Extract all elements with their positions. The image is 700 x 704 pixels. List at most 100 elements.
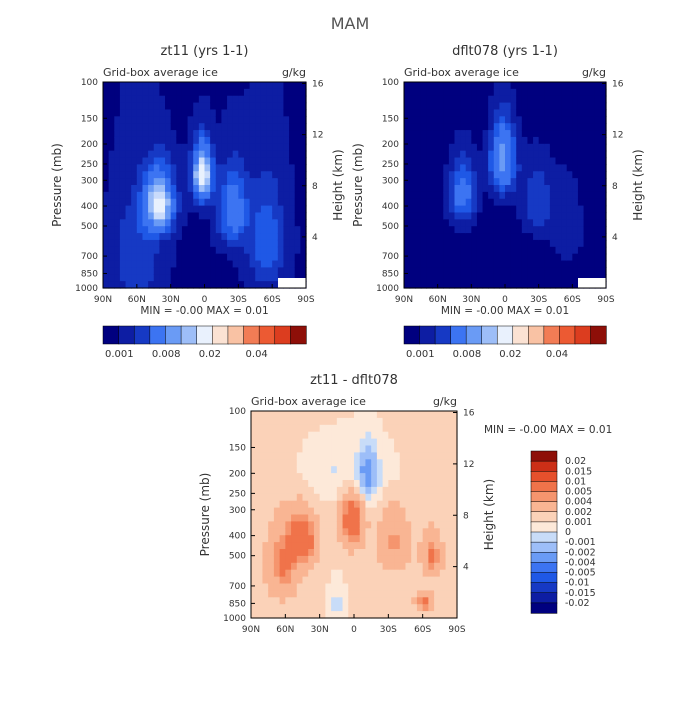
heatmap-cell [302, 486, 309, 495]
heatmap-cell [277, 212, 285, 220]
heatmap-cell [544, 253, 551, 262]
heatmap-cell [291, 445, 298, 453]
heatmap-cell [420, 253, 428, 262]
heatmap-cell [365, 576, 372, 585]
heatmap-cell [533, 136, 540, 145]
heatmap-cell [445, 604, 452, 612]
heatmap-cell [443, 274, 450, 282]
heatmap-cell [544, 267, 551, 275]
heatmap-cell [210, 219, 217, 227]
heatmap-cell [187, 102, 194, 111]
heatmap-cell [499, 109, 506, 117]
heatmap-cell [232, 178, 239, 186]
heatmap-cell [159, 82, 166, 90]
heatmap-cell [279, 411, 286, 419]
heatmap-cell [193, 82, 200, 90]
heatmap-cell [538, 253, 545, 262]
heatmap-cell [187, 185, 194, 193]
heatmap-cell [516, 143, 523, 152]
heatmap-cell [460, 239, 467, 248]
heatmap-cell [103, 219, 110, 227]
heatmap-cell [268, 583, 275, 591]
heatmap-cell [365, 604, 372, 612]
heatmap-cell [445, 535, 452, 543]
heatmap-cell [319, 500, 326, 509]
heatmap-cell [409, 226, 416, 234]
heatmap-cell [221, 136, 228, 145]
heatmap-cell [331, 459, 338, 467]
heatmap-cell [294, 178, 301, 186]
heatmap-cell [114, 226, 121, 234]
heatmap-cell [516, 95, 523, 104]
y-tick-label: 400 [81, 202, 98, 212]
heatmap-cell [544, 239, 551, 248]
heatmap-cell [302, 431, 309, 440]
x-tick-label: 30N [311, 625, 329, 635]
heatmap-cell [354, 424, 361, 433]
heatmap-cell [411, 569, 418, 578]
heatmap-cell [291, 486, 298, 495]
heatmap-cell [136, 198, 144, 207]
heatmap-cell [561, 123, 568, 131]
heatmap-cell [136, 253, 144, 262]
heatmap-cell [376, 493, 384, 502]
heatmap-cell [279, 480, 286, 488]
heatmap-cell [405, 500, 412, 509]
heatmap-cell [348, 417, 355, 426]
heatmap-cell [371, 542, 378, 550]
heatmap-cell [336, 480, 344, 488]
heatmap-cell [249, 116, 256, 124]
heatmap-cell [416, 480, 424, 488]
heatmap-cell [336, 473, 344, 481]
heatmap-cell [131, 178, 138, 186]
heatmap-cell [533, 123, 540, 131]
heatmap-cell [394, 417, 401, 426]
heatmap-cell [153, 267, 160, 275]
heatmap-cell [371, 480, 378, 488]
heatmap-cell [432, 136, 439, 145]
heatmap-cell [308, 473, 315, 481]
heatmap-cell [451, 604, 458, 612]
heatmap-cell [131, 185, 138, 193]
heatmap-cell [142, 102, 149, 111]
heatmap-cell [371, 583, 378, 591]
heatmap-cell [336, 507, 344, 516]
heatmap-cell [416, 583, 424, 591]
heatmap-cell [159, 246, 166, 255]
heatmap-cell [443, 88, 450, 97]
heatmap-cell [181, 198, 189, 207]
heatmap-cell [256, 569, 264, 578]
heatmap-cell [272, 143, 279, 152]
heatmap-cell [422, 417, 429, 426]
heatmap-cell [294, 233, 301, 241]
colorbar-swatch [165, 325, 182, 345]
heatmap-cell [159, 233, 166, 241]
heatmap-cell [409, 164, 416, 172]
heatmap-cell [600, 95, 607, 104]
heatmap-cell [544, 246, 551, 255]
heatmap-cell [465, 109, 472, 117]
heatmap-cell [465, 157, 472, 165]
heatmap-cell [448, 116, 456, 124]
heatmap-cell [388, 466, 395, 474]
heatmap-cell [243, 226, 251, 234]
heatmap-cell [471, 281, 478, 289]
heatmap-cell [561, 171, 568, 179]
heatmap-cell [371, 597, 378, 605]
heatmap-cell [273, 507, 281, 516]
heatmap-cell [262, 417, 269, 426]
heatmap-cell [561, 185, 568, 193]
heatmap-cell [331, 535, 338, 543]
heatmap-cell [465, 191, 472, 200]
heatmap-cell [159, 260, 166, 268]
heatmap-cell [432, 219, 439, 227]
heatmap-cell [255, 150, 262, 159]
heatmap-cell [285, 528, 292, 536]
heatmap-cell [376, 604, 384, 612]
heatmap-cell [165, 185, 172, 193]
heatmap-cell [405, 555, 412, 564]
heatmap-cell [255, 178, 262, 186]
colorbar-label: 0.04 [546, 349, 568, 360]
figure-title: MAM [331, 14, 370, 33]
colorbar-label: 0.005 [565, 487, 592, 498]
